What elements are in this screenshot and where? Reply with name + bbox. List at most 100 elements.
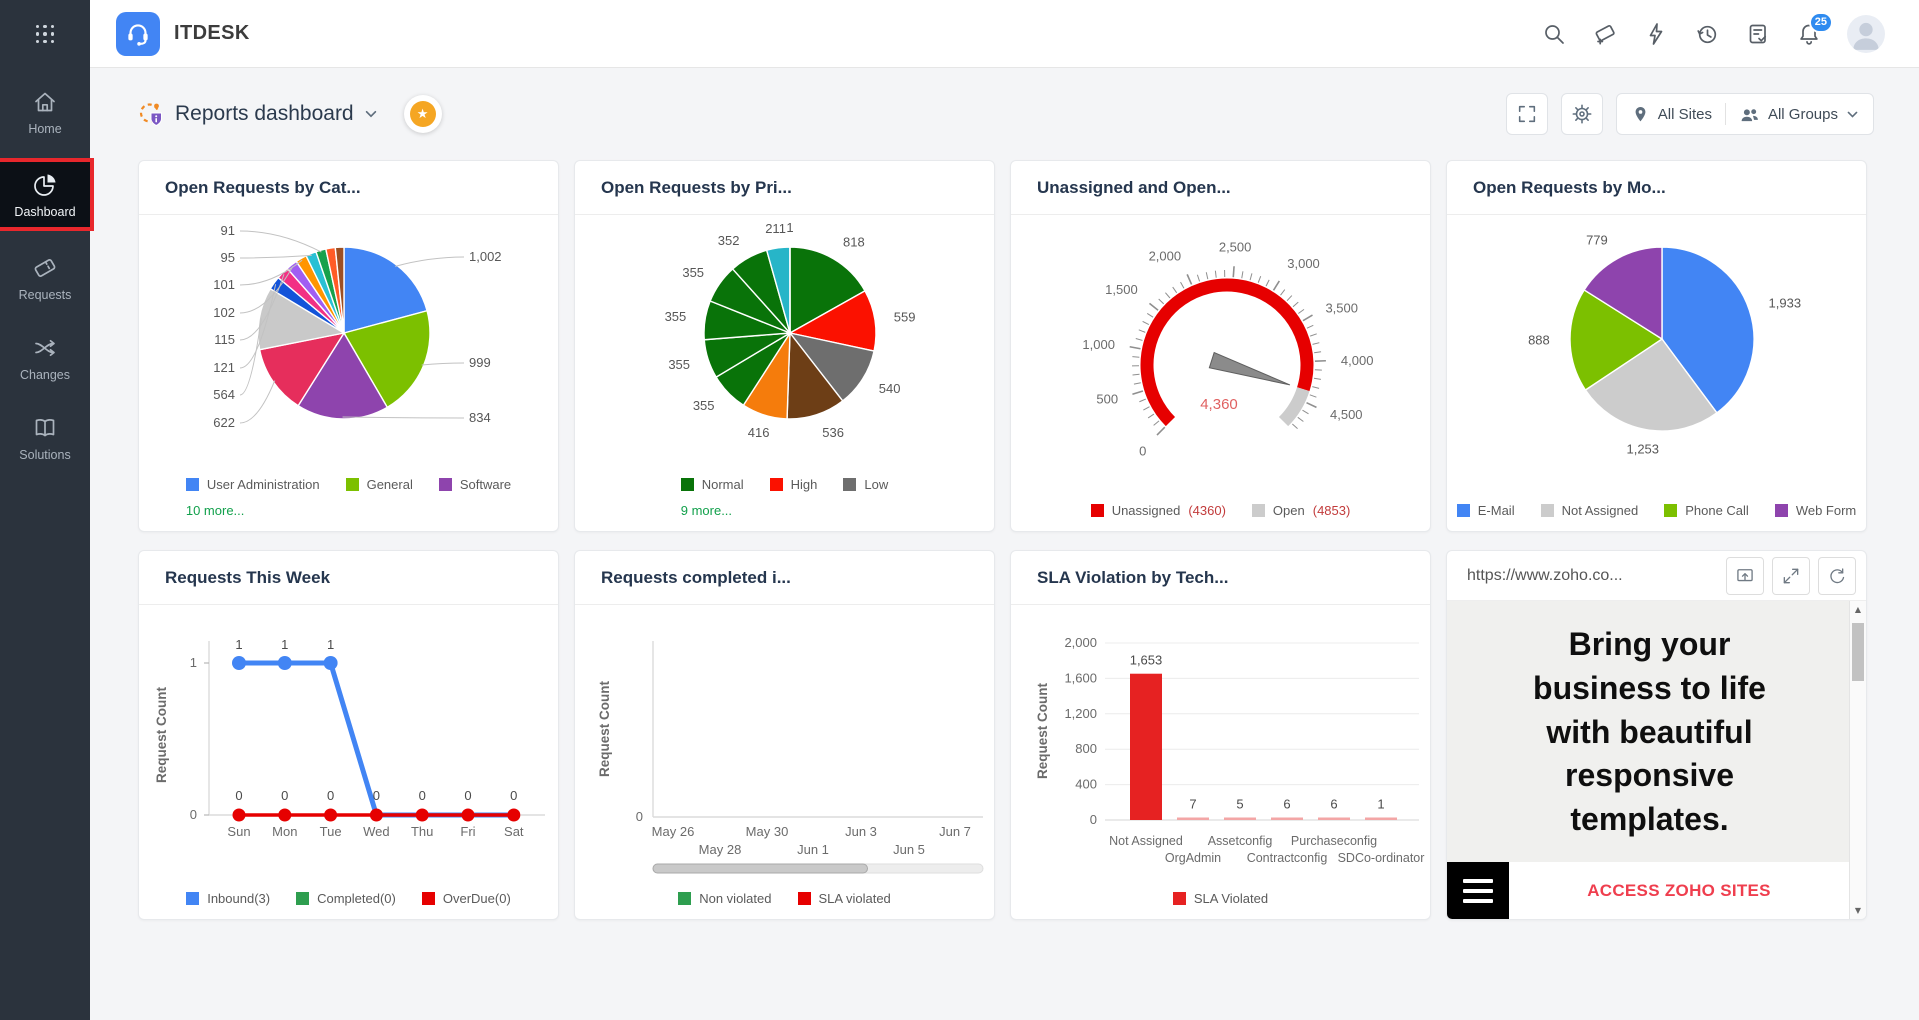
legend-swatch <box>421 892 435 905</box>
headset-icon <box>128 23 148 46</box>
more-categories-link[interactable]: 9 more... <box>680 503 733 518</box>
sidebar-item-label: Changes <box>19 368 71 382</box>
svg-text:818: 818 <box>843 234 865 249</box>
svg-text:SDCo-ordinator: SDCo-ordinator <box>1338 851 1425 865</box>
user-avatar[interactable] <box>1847 14 1885 53</box>
legend-swatch <box>185 478 199 491</box>
scrollbar-thumb[interactable] <box>1852 623 1864 681</box>
quick-actions-button[interactable] <box>1643 21 1669 47</box>
svg-text:1,200: 1,200 <box>1064 706 1097 721</box>
card-title: Unassigned and Open... <box>1037 177 1231 197</box>
search-button[interactable] <box>1541 21 1567 47</box>
dashboard-selector[interactable]: Reports dashboard <box>138 101 378 128</box>
legend-item: Non violated <box>678 891 772 906</box>
chart-legend: Unassigned (4360) Open (4853) <box>1090 503 1350 518</box>
more-categories-link[interactable]: 10 more... <box>185 503 245 518</box>
svg-text:1: 1 <box>235 637 242 652</box>
svg-text:564: 564 <box>213 387 235 402</box>
svg-text:779: 779 <box>1586 233 1608 248</box>
svg-text:1: 1 <box>786 220 793 235</box>
legend-item: Not Assigned <box>1540 503 1638 518</box>
favorite-button[interactable]: ★ <box>403 95 442 133</box>
card-title: Requests completed i... <box>601 567 791 587</box>
hamburger-menu-button[interactable] <box>1447 862 1509 919</box>
app-logo[interactable] <box>116 11 160 56</box>
access-zoho-sites-link[interactable]: ACCESS ZOHO SITES <box>1587 880 1771 900</box>
svg-text:Jun 7: Jun 7 <box>939 824 971 839</box>
pie-chart-mode[interactable]: 1,933 1,253 888 779 <box>1447 215 1867 467</box>
divider <box>1724 103 1726 125</box>
svg-text:2,000: 2,000 <box>1064 635 1097 650</box>
group-filter[interactable]: All Groups <box>1739 104 1859 125</box>
svg-text:0: 0 <box>464 788 471 803</box>
document-check-icon <box>1749 24 1767 43</box>
svg-text:Thu: Thu <box>411 824 433 839</box>
pie-chart-category[interactable]: 1,002 999 834 622 564 121 115 102 101 95 91 <box>139 215 559 467</box>
home-icon <box>35 92 55 112</box>
sidebar-item-solutions[interactable]: Solutions <box>0 404 90 471</box>
topbar: ITDESK <box>90 0 1919 68</box>
sidebar-item-dashboard[interactable]: Dashboard <box>0 158 94 231</box>
svg-text:622: 622 <box>213 415 235 430</box>
svg-text:0: 0 <box>510 788 517 803</box>
history-button[interactable] <box>1694 21 1720 47</box>
legend-item: Web Form <box>1774 503 1856 518</box>
pie-chart-priority[interactable]: 818 559 540 536 416 355 355 355 355 352 211 1 <box>575 215 995 467</box>
svg-text:7: 7 <box>1189 797 1196 812</box>
scroll-up-arrow[interactable]: ▲ <box>1854 605 1862 614</box>
svg-text:May 26: May 26 <box>652 824 695 839</box>
sidebar-item-changes[interactable]: Changes <box>0 324 90 391</box>
legend-swatch <box>769 478 783 491</box>
sidebar-item-label: Dashboard <box>14 205 76 219</box>
new-ticket-button[interactable] <box>1592 21 1618 47</box>
svg-text:Contractconfig: Contractconfig <box>1247 851 1328 865</box>
gauge-chart[interactable]: 0 500 1,000 1,500 2,000 2,500 3,000 3,500 4,000 4… <box>1011 215 1431 467</box>
legend-item: Low <box>843 477 888 492</box>
settings-button[interactable] <box>1560 93 1603 135</box>
fullscreen-button[interactable] <box>1505 93 1548 135</box>
svg-text:4,500: 4,500 <box>1330 407 1363 422</box>
svg-text:0: 0 <box>190 807 197 822</box>
chart-legend: SLA Violated <box>1172 891 1268 906</box>
expand-button[interactable] <box>1772 556 1810 595</box>
svg-text:0: 0 <box>1090 812 1097 827</box>
page-title: Reports dashboard <box>175 102 354 125</box>
lightning-icon <box>1649 22 1663 45</box>
task-summary-button[interactable] <box>1745 21 1771 47</box>
svg-text:Fri: Fri <box>460 824 475 839</box>
svg-text:355: 355 <box>668 357 690 372</box>
svg-text:91: 91 <box>221 223 235 238</box>
legend-swatch <box>843 478 857 491</box>
svg-text:400: 400 <box>1075 777 1097 792</box>
refresh-button[interactable] <box>1818 556 1856 595</box>
embed-scrollbar[interactable]: ▲ ▼ <box>1849 601 1866 919</box>
sidebar-item-home[interactable]: Home <box>0 78 90 145</box>
svg-text:1: 1 <box>1377 797 1384 812</box>
line-chart-week[interactable]: 1 0 Request Count Sun Mon Tue Wed Thu Fri Sat 1 1 1 0… <box>139 605 559 851</box>
scope-filter-group: All Sites All Groups <box>1615 93 1874 135</box>
sidebar-item-requests[interactable]: Requests <box>0 244 90 311</box>
svg-text:Jun 5: Jun 5 <box>893 842 925 857</box>
embed-url: https://www.zoho.co... <box>1467 566 1623 584</box>
empty-chart-completed[interactable]: 0 Request Count May 26 May 30 Jun 3 Jun 7 May … <box>575 605 995 877</box>
svg-text:3,000: 3,000 <box>1287 256 1320 271</box>
svg-text:0: 0 <box>1139 444 1146 459</box>
sidebar-item-label: Requests <box>18 288 72 302</box>
svg-text:Request Count: Request Count <box>154 686 169 783</box>
site-filter[interactable]: All Sites <box>1631 105 1712 124</box>
card-open-requests-by-category: Open Requests by Cat... 1,002 999 834 622 56… <box>138 160 559 532</box>
bar-chart-sla[interactable]: 0 400 800 1,200 1,600 2,000 Request Count 1,653… <box>1011 605 1431 873</box>
open-in-window-button[interactable] <box>1726 556 1764 595</box>
svg-text:May 30: May 30 <box>746 824 789 839</box>
card-open-requests-by-priority: Open Requests by Pri... 818 559 540 536 416 3… <box>574 160 995 532</box>
svg-text:6: 6 <box>1283 797 1290 812</box>
notifications-button[interactable]: 25 <box>1796 11 1833 47</box>
apps-grid-button[interactable] <box>35 0 55 68</box>
svg-text:2,500: 2,500 <box>1219 239 1252 254</box>
svg-text:0: 0 <box>281 788 288 803</box>
embedded-site[interactable]: Bring your business to life with beautif… <box>1447 601 1866 919</box>
scroll-down-arrow[interactable]: ▼ <box>1854 906 1862 915</box>
svg-text:1,002: 1,002 <box>469 249 502 264</box>
site-filter-label: All Sites <box>1657 105 1712 123</box>
legend-swatch <box>1172 892 1186 905</box>
